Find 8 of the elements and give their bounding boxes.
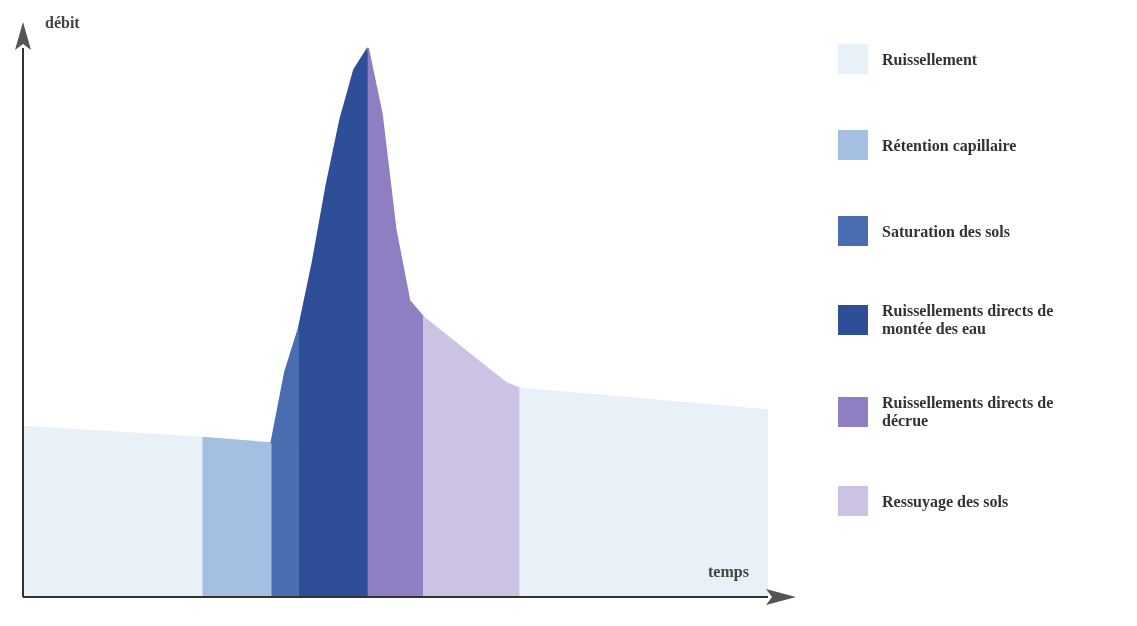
- y-axis-title: débit: [45, 14, 80, 32]
- legend-label: Ruissellement: [882, 50, 979, 69]
- legend-label: Ressuyage des sols: [882, 492, 1010, 511]
- legend-label: Saturation des sols: [882, 222, 1012, 241]
- legend-label: Rétention capillaire: [882, 136, 1018, 155]
- x-axis-title: temps: [708, 563, 749, 581]
- legend-label: Ruissellements directs de montée des eau: [882, 302, 1055, 338]
- legend-label: Ruissellements directs de décrue: [882, 394, 1055, 430]
